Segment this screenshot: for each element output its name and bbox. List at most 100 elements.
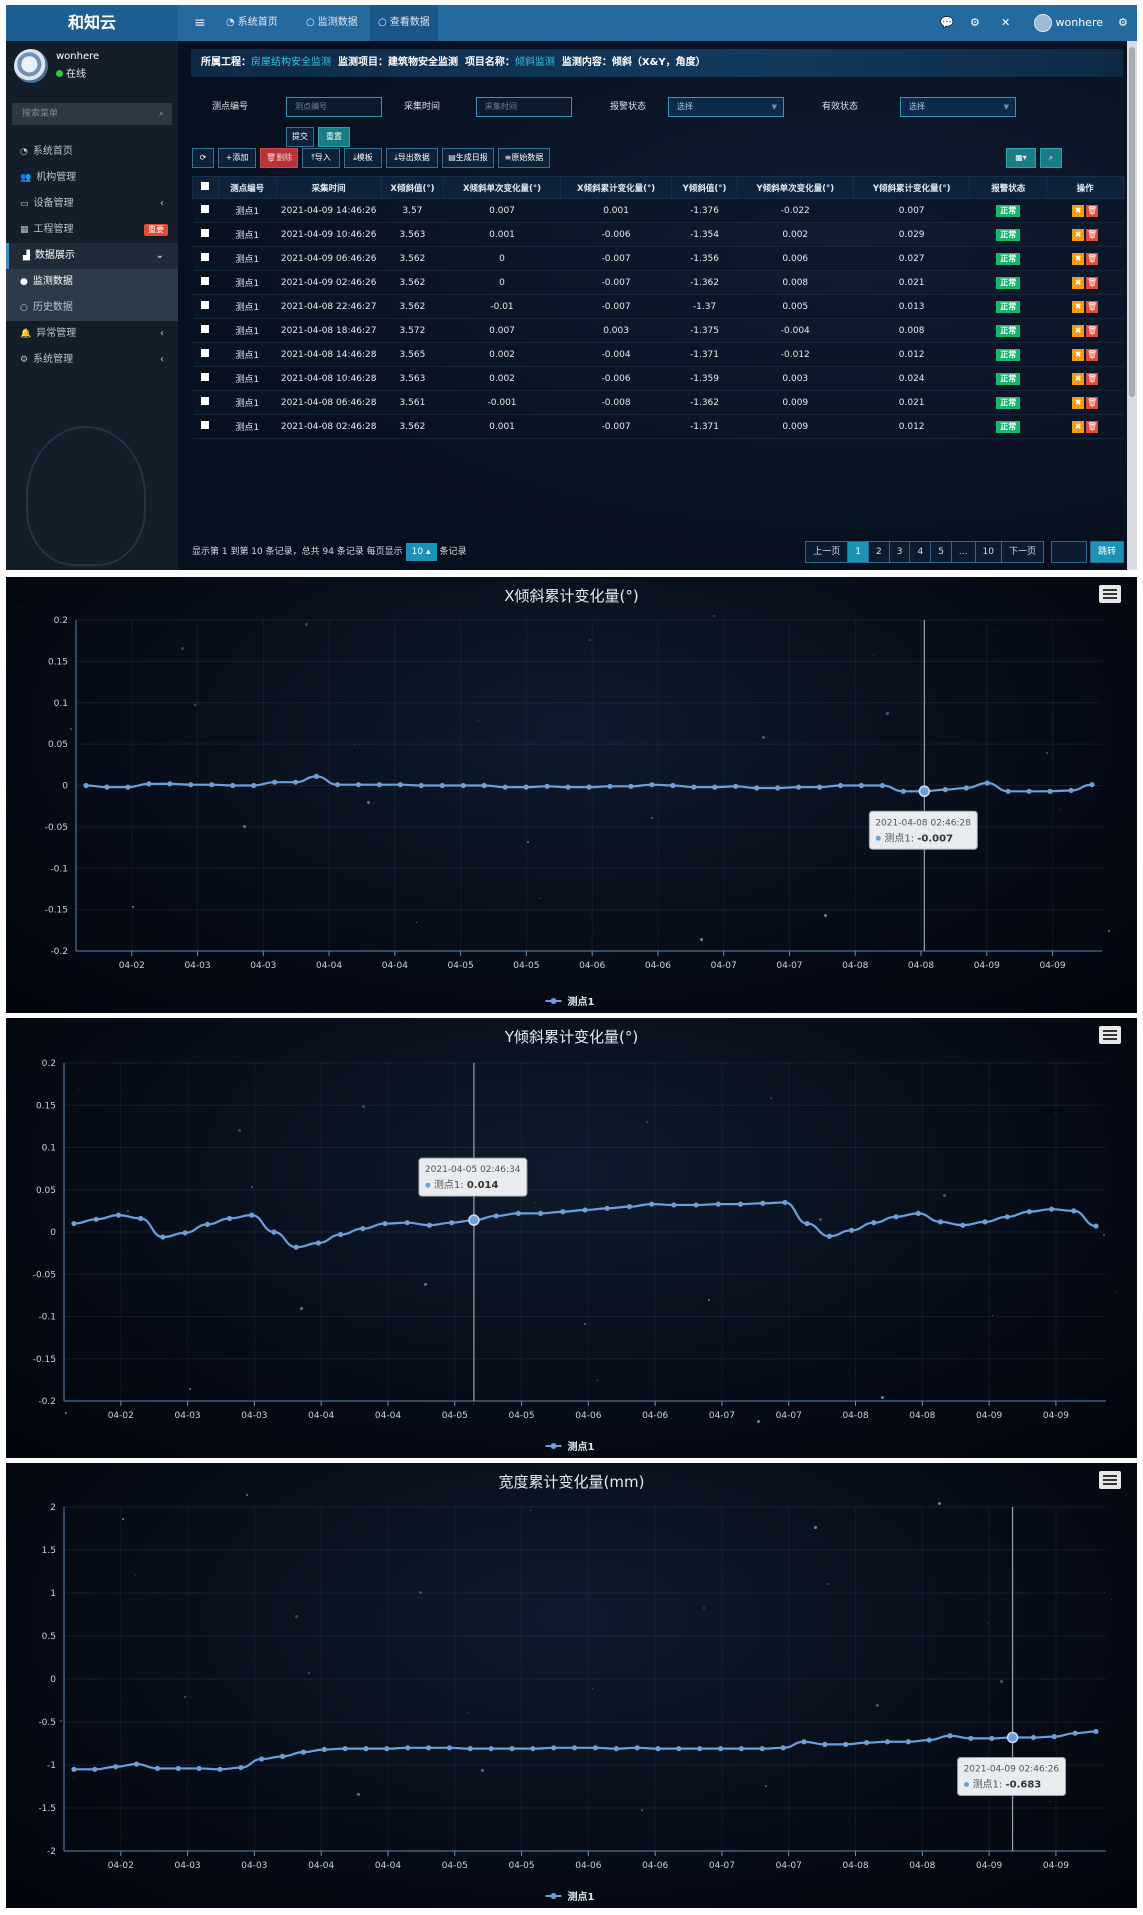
row-checkbox[interactable] [192,294,219,319]
data-point[interactable] [382,1220,388,1227]
data-point[interactable] [93,1216,99,1222]
data-point[interactable] [837,782,844,789]
data-point[interactable] [843,1741,849,1747]
add-button[interactable]: +添加 [218,148,256,168]
data-point[interactable] [738,1746,745,1752]
data-point[interactable] [115,1212,122,1218]
row-checkbox[interactable] [192,198,219,223]
table-row[interactable]: 测点1 2021-04-08 22:46:27 3.562 -0.01 -0.007 -1… [192,294,1124,319]
trash-icon[interactable]: 🗑 [1086,300,1099,313]
data-point[interactable] [759,1746,765,1752]
data-point[interactable] [1093,1223,1099,1229]
data-point[interactable] [960,1222,966,1228]
data-point[interactable] [717,1746,724,1752]
page-10[interactable]: 10 [974,541,1002,563]
jump-page-input[interactable] [1050,541,1087,563]
data-point[interactable] [1026,788,1032,794]
data-point[interactable] [272,779,278,785]
data-point[interactable] [209,782,215,788]
data-point[interactable] [1051,1734,1057,1740]
trash-icon[interactable]: 🗑 [1086,324,1099,337]
table-row[interactable]: 测点1 2021-04-09 10:46:26 3.563 0.001 -0.006 -1… [192,222,1124,247]
data-point[interactable] [493,1213,499,1219]
data-point[interactable] [1071,1208,1077,1214]
sidebar-item-alarm[interactable]: 🔔 异常管理 ‹ [6,321,178,347]
search-icon[interactable]: ⌕ [158,109,164,119]
data-point[interactable] [259,1756,265,1762]
legend-item[interactable]: 测点1 [545,1890,595,1903]
close-icon[interactable]: ✖ [1072,300,1085,313]
data-point[interactable] [1072,1730,1078,1736]
data-point[interactable] [918,785,931,798]
data-point[interactable] [1006,1731,1019,1744]
data-point[interactable] [871,1220,877,1226]
trash-icon[interactable]: 🗑 [1086,228,1099,241]
data-point[interactable] [426,1222,433,1228]
sidebar-item-home[interactable]: ◔ 系统首页 [20,146,73,157]
data-point[interactable] [138,1215,144,1222]
table-row[interactable]: 测点1 2021-04-08 02:46:28 3.562 0.001 -0.007 -1… [192,414,1124,439]
data-point[interactable] [1068,787,1074,794]
data-point[interactable] [592,1745,599,1751]
data-point[interactable] [133,1761,140,1767]
data-point[interactable] [355,782,362,788]
data-point[interactable] [565,784,571,790]
scrollbar-thumb[interactable] [1129,47,1135,397]
jump-button[interactable]: 跳转 [1089,541,1124,563]
data-point[interactable] [338,1231,344,1238]
data-point[interactable] [782,1199,788,1206]
sidebar-item-monitor-data[interactable]: ● 监测数据 [6,269,178,295]
close-icon[interactable]: ✖ [1072,324,1085,337]
data-point[interactable] [515,1210,521,1217]
chart-menu-icon[interactable] [1099,1471,1121,1489]
data-point[interactable] [523,784,529,790]
data-point[interactable] [676,1746,682,1752]
sidebar-item-org[interactable]: 👥 机构管理 [20,172,77,183]
data-point[interactable] [634,1745,640,1751]
next-page-button[interactable]: 下一页 [1000,541,1044,563]
data-point[interactable] [984,780,990,786]
nav-view-data[interactable]: ○ 查看数据 [370,5,438,41]
data-point[interactable] [226,1215,233,1222]
select-all-checkbox[interactable] [192,176,219,199]
data-point[interactable] [71,1220,77,1227]
data-point[interactable] [530,1746,536,1752]
data-point[interactable] [607,783,613,789]
data-point[interactable] [460,782,466,789]
data-point[interactable] [334,782,341,788]
data-point[interactable] [733,783,739,789]
data-point[interactable] [715,1201,721,1207]
chart-menu-icon[interactable] [1099,1026,1121,1044]
data-point[interactable] [230,782,236,789]
row-checkbox[interactable] [192,318,219,343]
data-point[interactable] [582,1207,588,1213]
data-point[interactable] [104,784,110,790]
data-point[interactable] [397,782,403,788]
close-icon[interactable]: ✖ [1072,420,1085,433]
data-point[interactable] [113,1764,119,1770]
sidebar-toggle-icon[interactable]: ≡ [194,15,206,31]
data-point[interactable] [879,782,886,789]
data-point[interactable] [760,1200,766,1206]
data-point[interactable] [146,781,152,787]
close-icon[interactable]: ✖ [1072,204,1085,217]
data-point[interactable] [467,1746,473,1752]
sidebar-item-project[interactable]: ▦ 工程管理 重要 [6,217,178,243]
data-point[interactable] [982,1219,988,1225]
template-button[interactable]: ⤓模板 [344,148,382,168]
data-point[interactable] [425,1745,432,1751]
scrollbar[interactable] [1127,41,1137,570]
data-point[interactable] [204,1221,210,1227]
data-point[interactable] [488,1746,494,1752]
data-point[interactable] [826,1233,832,1239]
data-point[interactable] [1093,1728,1099,1735]
data-point[interactable] [321,1746,327,1753]
data-point[interactable] [560,1209,566,1215]
data-point[interactable] [963,785,969,791]
data-point[interactable] [649,782,655,788]
alarm-select[interactable]: 选择 ▼ [668,97,784,117]
data-point[interactable] [822,1741,828,1747]
time-input[interactable]: 采集时间 [476,97,572,117]
data-point[interactable] [671,1202,677,1208]
reset-button[interactable]: 重置 [318,127,350,147]
